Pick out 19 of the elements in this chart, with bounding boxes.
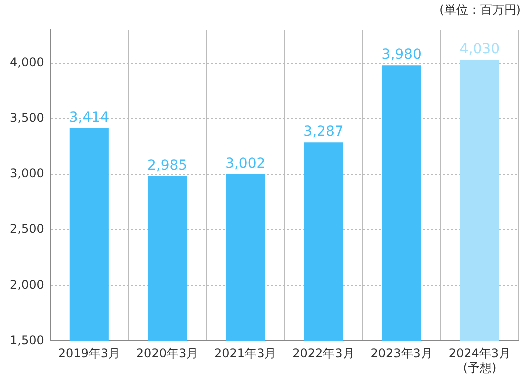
data-label: 4,030 xyxy=(460,42,500,58)
data-label: 3,287 xyxy=(304,124,344,140)
x-tick-label: 2024年3月 (予想) xyxy=(448,346,512,375)
data-label: 2,985 xyxy=(147,158,188,174)
x-tick-label: 2022年3月 xyxy=(292,346,355,361)
y-tick-label: 2,500 xyxy=(10,222,44,236)
data-label: 3,980 xyxy=(382,47,422,64)
data-label: 3,002 xyxy=(226,156,266,172)
y-tick-label: 3,000 xyxy=(10,166,44,181)
y-tick-label: 2,000 xyxy=(10,278,44,292)
text: (単位：百万円) xyxy=(440,2,521,19)
y-tick-label: 4,000 xyxy=(10,55,44,70)
x-tick-label: 2023年3月 xyxy=(370,346,433,361)
y-tick-label: 3,500 xyxy=(10,111,44,126)
x-tick-label: 2019年3月 xyxy=(58,346,120,361)
x-tick-label: 2020年3月 xyxy=(136,346,199,361)
data-label: 3,414 xyxy=(69,110,110,126)
x-tick-label: 2021年3月 xyxy=(214,346,277,361)
y-tick-label: 1,500 xyxy=(10,333,44,348)
